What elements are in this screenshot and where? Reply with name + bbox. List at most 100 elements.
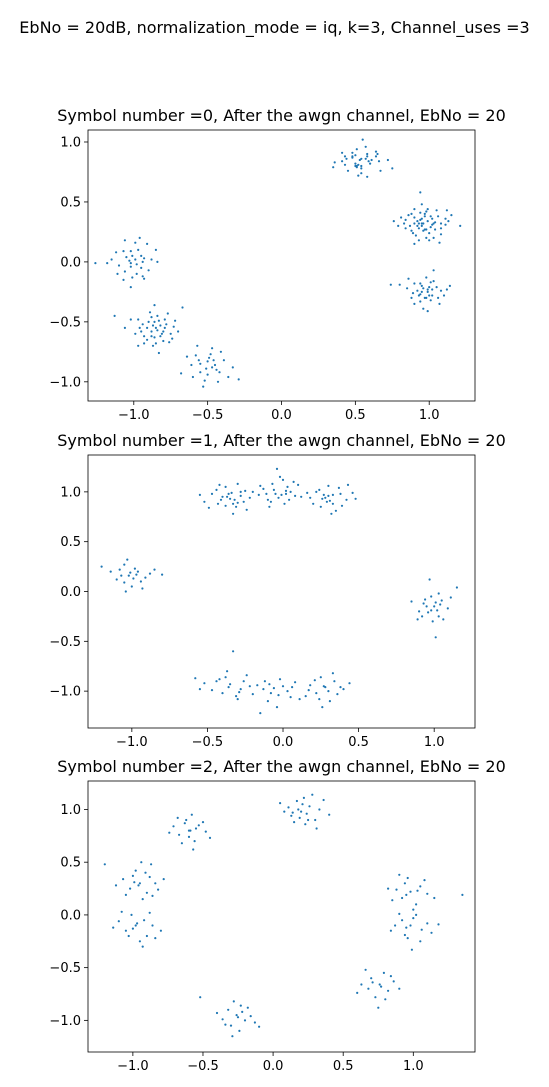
data-point [265,492,268,495]
data-point [455,586,458,589]
data-point [166,312,169,315]
data-point [433,896,436,900]
data-point [127,574,130,577]
data-point [321,706,324,709]
data-point [232,1000,235,1003]
data-point [314,818,317,822]
data-point [132,577,135,580]
data-point [406,876,409,880]
data-point [150,863,153,866]
data-point [120,574,123,577]
data-point [262,688,265,691]
data-point [416,289,419,292]
data-point [391,899,394,902]
data-point [231,366,234,369]
data-point [227,375,230,379]
data-point [422,287,425,290]
data-point [147,269,150,272]
data-point [387,989,390,992]
data-point [294,494,297,497]
data-point [238,1029,241,1032]
data-point [387,887,390,890]
data-point [422,229,425,232]
data-point [154,882,157,885]
x-tick-label: −0.5 [187,1059,219,1074]
data-point [304,823,307,826]
data-point [123,326,126,329]
data-point [346,483,350,486]
data-point [109,570,112,573]
data-point [127,934,130,938]
data-point [426,208,429,211]
data-point [425,236,428,239]
data-point [431,217,434,220]
data-point [251,693,254,696]
data-point [137,318,140,321]
data-point [439,222,443,225]
data-point [129,571,132,574]
data-point [433,605,436,608]
y-tick-label: 1.0 [60,485,81,500]
data-point [432,222,435,225]
data-point [422,307,425,310]
data-point [213,363,217,367]
data-point [439,233,443,236]
data-point [419,211,422,214]
data-point [429,226,432,229]
data-point [297,808,300,811]
data-point [419,282,422,285]
data-point [367,160,370,163]
data-point [413,222,416,225]
data-point [239,490,242,493]
data-point [410,948,413,951]
data-point [229,1024,233,1027]
data-point [437,296,440,299]
data-point [330,512,333,515]
data-point [377,1006,380,1009]
data-point [138,882,141,885]
data-point [124,893,127,897]
data-point [196,344,199,347]
data-point [140,266,143,269]
data-point [224,504,227,507]
data-point [360,983,363,986]
data-point [403,882,406,885]
data-point [141,323,144,326]
x-tick-label: 0.0 [273,735,294,750]
data-point [428,286,431,289]
data-point [360,164,363,168]
data-point [281,685,285,688]
data-point [437,923,440,926]
data-point [117,920,120,923]
y-tick-label: 0.5 [60,535,81,550]
data-point [269,500,272,503]
data-point [277,496,280,499]
data-point [447,220,450,223]
scatter-plot-1: Symbol number =1, After the awgn channel… [49,431,505,750]
data-point [434,601,437,604]
data-point [291,811,294,814]
data-point [428,578,431,581]
data-point [309,684,312,687]
data-point [410,229,413,232]
x-tick-label: 0.0 [263,1059,284,1074]
data-point [346,169,350,172]
data-point [398,987,401,990]
data-point [172,325,175,328]
x-tick-label: −0.5 [192,408,224,423]
x-tick-label: 1.0 [403,1059,424,1074]
y-tick-label: 0.0 [60,908,81,923]
data-point [153,568,156,571]
data-point [425,605,428,608]
data-point [169,332,172,335]
data-point [148,911,151,914]
data-point [459,224,462,227]
data-point [204,830,207,833]
data-points [100,467,458,715]
data-point [444,223,447,226]
data-point [156,260,159,263]
data-point [145,891,148,894]
data-point [272,687,275,690]
x-tick-label: −1.0 [116,735,148,750]
data-point [246,1006,249,1009]
